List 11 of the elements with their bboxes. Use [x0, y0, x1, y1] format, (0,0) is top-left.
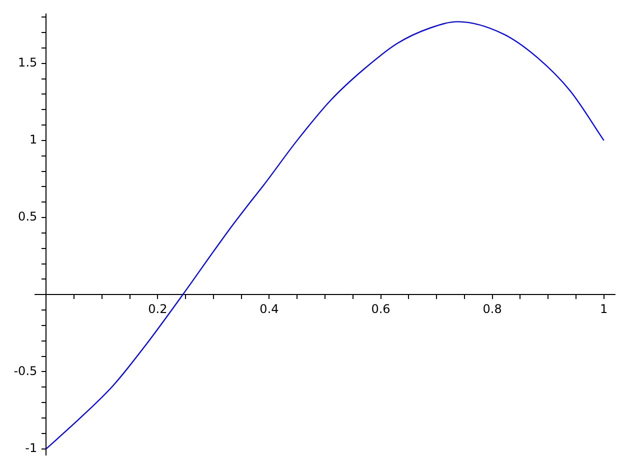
y-tick-label: -0.5 [14, 364, 38, 378]
x-tick-label: 0.2 [148, 302, 168, 316]
y-tick-label: 0.5 [18, 210, 38, 224]
x-tick-label: 0.4 [260, 302, 279, 316]
y-tick-label: 1.5 [18, 55, 38, 70]
y-tick-label: -1 [25, 440, 38, 455]
x-tick-label: 1 [600, 302, 608, 316]
line-series [46, 21, 604, 450]
x-tick-label: 0.6 [371, 302, 390, 316]
x-tick-label: 0.8 [482, 302, 502, 316]
y-tick-label: 1 [30, 132, 38, 147]
